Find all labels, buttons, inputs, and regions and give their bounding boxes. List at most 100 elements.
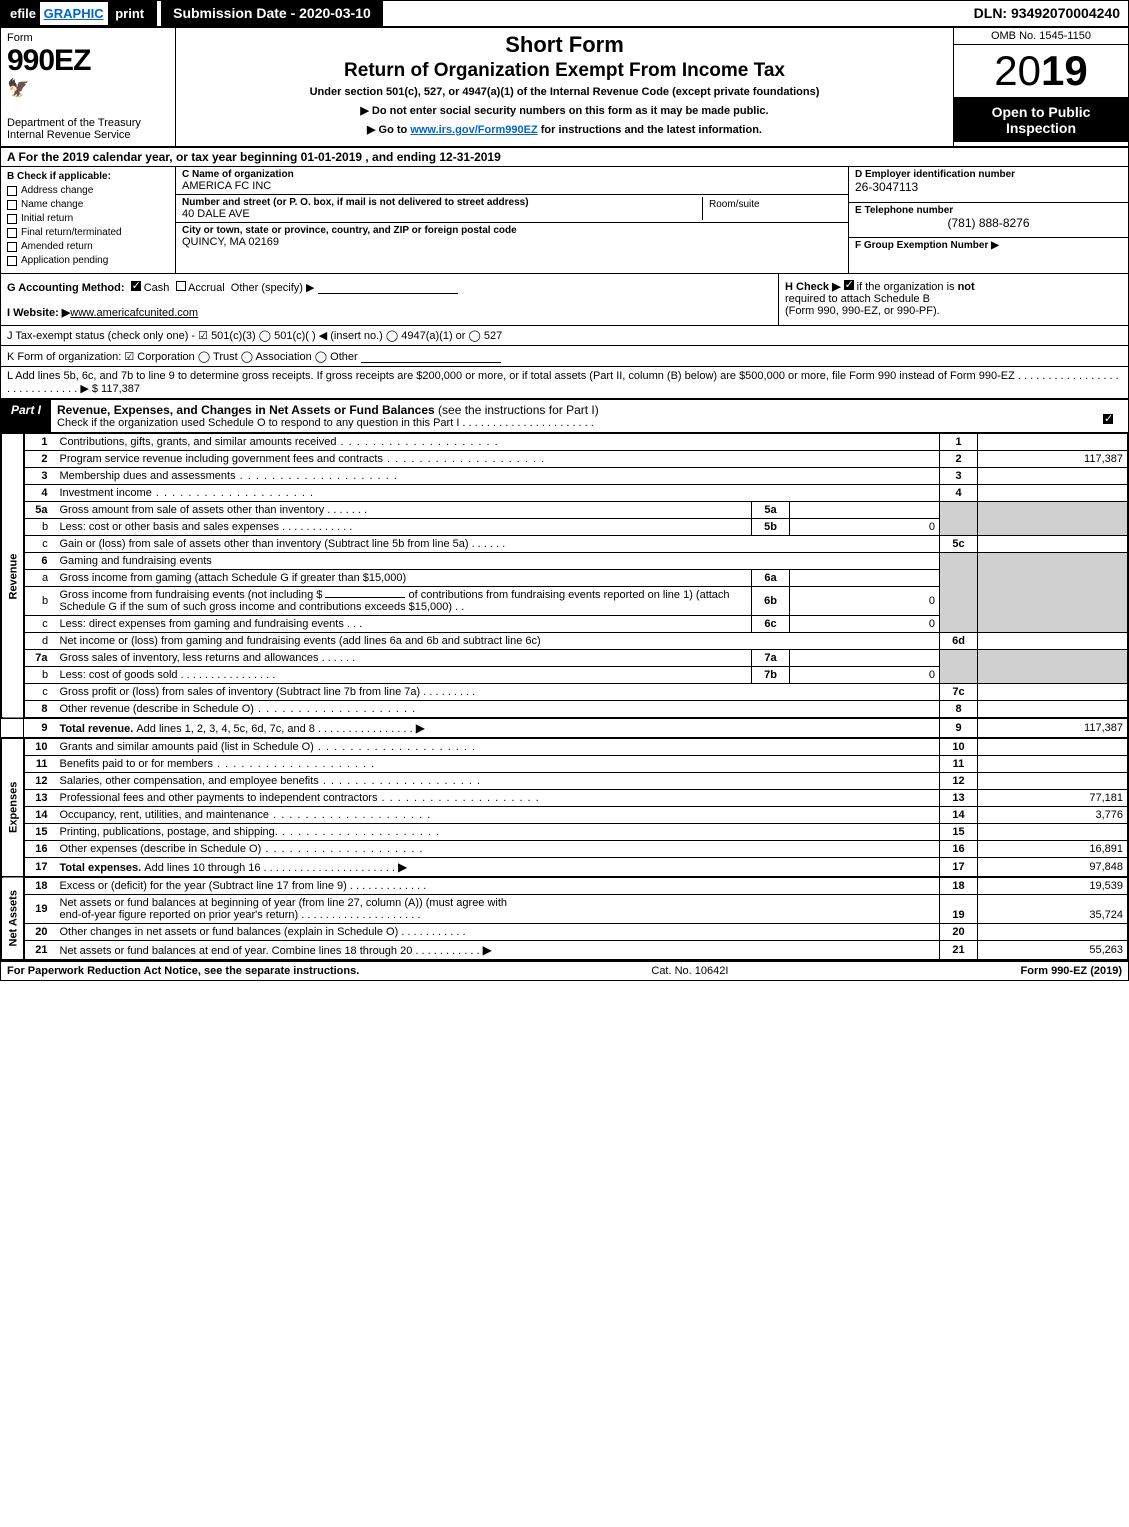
inner-value [790, 502, 940, 519]
chk-amended-return[interactable]: Amended return [7, 241, 169, 252]
inner-line-num: 5a [752, 502, 790, 519]
out-line-num: 1 [940, 434, 978, 451]
part-i-check-text: Check if the organization used Schedule … [57, 417, 1082, 429]
accrual-label: Accrual [188, 282, 225, 294]
line-text: Gross amount from sale of assets other t… [60, 504, 325, 516]
graphic-link[interactable]: GRAPHIC [40, 2, 108, 25]
inner-value [790, 650, 940, 667]
line-desc: Less: cost or other basis and sales expe… [56, 519, 752, 536]
form-number: 990EZ [7, 44, 169, 78]
out-value [978, 485, 1128, 502]
under-section: Under section 501(c), 527, or 4947(a)(1)… [186, 86, 943, 98]
chk-schedule-b-checked-icon[interactable] [844, 280, 854, 290]
footer-right: Form 990-EZ (2019) [1021, 965, 1122, 977]
line-text: Other revenue (describe in Schedule O) [60, 703, 254, 715]
line-desc: Excess or (deficit) for the year (Subtra… [56, 877, 940, 895]
out-line-num: 5c [940, 536, 978, 553]
org-name-value: AMERICA FC INC [182, 180, 842, 192]
inner-line-num: 6c [752, 616, 790, 633]
page-footer: For Paperwork Reduction Act Notice, see … [1, 960, 1128, 980]
header-mid: Short Form Return of Organization Exempt… [176, 28, 953, 146]
chk-cash-checked-icon[interactable] [131, 281, 141, 291]
row-k-form-org: K Form of organization: ☑ Corporation ◯ … [1, 346, 1128, 367]
line-number: 5a [24, 502, 56, 519]
line-number: c [24, 616, 56, 633]
out-value [978, 924, 1128, 941]
row-k-text: K Form of organization: ☑ Corporation ◯ … [7, 351, 358, 363]
line-number: 4 [24, 485, 56, 502]
ein-label: D Employer identification number [855, 169, 1122, 180]
row-l-value: $ 117,387 [92, 383, 140, 395]
chk-application-pending[interactable]: Application pending [7, 255, 169, 266]
row-l-gross-receipts: L Add lines 5b, 6c, and 7b to line 9 to … [1, 367, 1128, 400]
shaded-cell [940, 553, 978, 633]
out-line-num: 6d [940, 633, 978, 650]
out-line-num: 20 [940, 924, 978, 941]
out-value: 55,263 [978, 941, 1128, 960]
year-prefix: 20 [994, 47, 1041, 94]
city-row: City or town, state or province, country… [176, 223, 848, 250]
line-desc: Printing, publications, postage, and shi… [56, 824, 940, 841]
out-line-num: 15 [940, 824, 978, 841]
tax-year: 2019 [954, 45, 1128, 98]
footer-left: For Paperwork Reduction Act Notice, see … [7, 965, 359, 977]
line-desc: Net income or (loss) from gaming and fun… [56, 633, 940, 650]
city-value: QUINCY, MA 02169 [182, 236, 842, 248]
line-desc: Contributions, gifts, grants, and simila… [56, 434, 940, 451]
out-line-num: 13 [940, 790, 978, 807]
street-row: Number and street (or P. O. box, if mail… [176, 195, 848, 223]
inner-value: 0 [790, 616, 940, 633]
checkbox-icon [7, 186, 17, 196]
row-a-taxyear: A For the 2019 calendar year, or tax yea… [1, 148, 1128, 167]
line-text: Salaries, other compensation, and employ… [60, 775, 319, 787]
out-line-num: 19 [940, 895, 978, 924]
chk-final-return[interactable]: Final return/terminated [7, 227, 169, 238]
line-text: Contributions, gifts, grants, and simila… [60, 436, 337, 448]
out-value [978, 773, 1128, 790]
chk-name-change[interactable]: Name change [7, 199, 169, 210]
chk-initial-return[interactable]: Initial return [7, 213, 169, 224]
line-desc: Other changes in net assets or fund bala… [56, 924, 940, 941]
out-value: 35,724 [978, 895, 1128, 924]
blank-amount [325, 597, 405, 598]
line-number: 9 [24, 718, 56, 738]
header-left: Form 990EZ 🦅 Department of the Treasury … [1, 28, 176, 146]
chk-address-change[interactable]: Address change [7, 185, 169, 196]
out-value: 77,181 [978, 790, 1128, 807]
dots-icon [278, 826, 440, 838]
line-text: Grants and similar amounts paid (list in… [60, 741, 314, 753]
out-value: 19,539 [978, 877, 1128, 895]
irs-logo-icon: 🦅 [7, 78, 169, 99]
line-desc: Total revenue. Add lines 1, 2, 3, 4, 5c,… [56, 718, 940, 738]
inner-line-num: 6a [752, 570, 790, 587]
dept-treasury: Department of the Treasury [7, 117, 169, 129]
part-i-checkbox-icon[interactable] [1103, 414, 1113, 424]
line-text: Excess or (deficit) for the year (Subtra… [60, 880, 347, 892]
row-j-tax-status: J Tax-exempt status (check only one) - ☑… [1, 326, 1128, 346]
out-line-num: 18 [940, 877, 978, 895]
irs-link[interactable]: www.irs.gov/Form990EZ [410, 124, 537, 136]
chk-label: Address change [21, 185, 93, 196]
chk-label: Name change [21, 199, 83, 210]
submission-date-button[interactable]: Submission Date - 2020-03-10 [161, 1, 383, 26]
part-i-title: Revenue, Expenses, and Changes in Net As… [51, 400, 1088, 432]
out-value: 16,891 [978, 841, 1128, 858]
dots-icon [269, 809, 431, 821]
line-desc: Other expenses (describe in Schedule O) [56, 841, 940, 858]
line-text: Add lines 10 through 16 [144, 862, 260, 874]
line-text: Investment income [60, 487, 152, 499]
checkbox-icon [7, 214, 17, 224]
line-text: end-of-year figure reported on prior yea… [60, 909, 299, 921]
out-line-num: 2 [940, 451, 978, 468]
line-text: Net assets or fund balances at beginning… [60, 897, 508, 909]
part-i-table: Revenue 1 Contributions, gifts, grants, … [1, 433, 1128, 960]
chk-accrual-icon[interactable] [176, 281, 186, 291]
efile-button[interactable]: efile GRAPHIC print [1, 1, 157, 26]
line-number: c [24, 684, 56, 701]
inner-value: 0 [790, 519, 940, 536]
out-value [978, 701, 1128, 719]
out-line-num: 16 [940, 841, 978, 858]
footer-mid: Cat. No. 10642I [359, 965, 1020, 977]
goto-line: ▶ Go to www.irs.gov/Form990EZ for instru… [186, 123, 943, 136]
out-value [978, 434, 1128, 451]
